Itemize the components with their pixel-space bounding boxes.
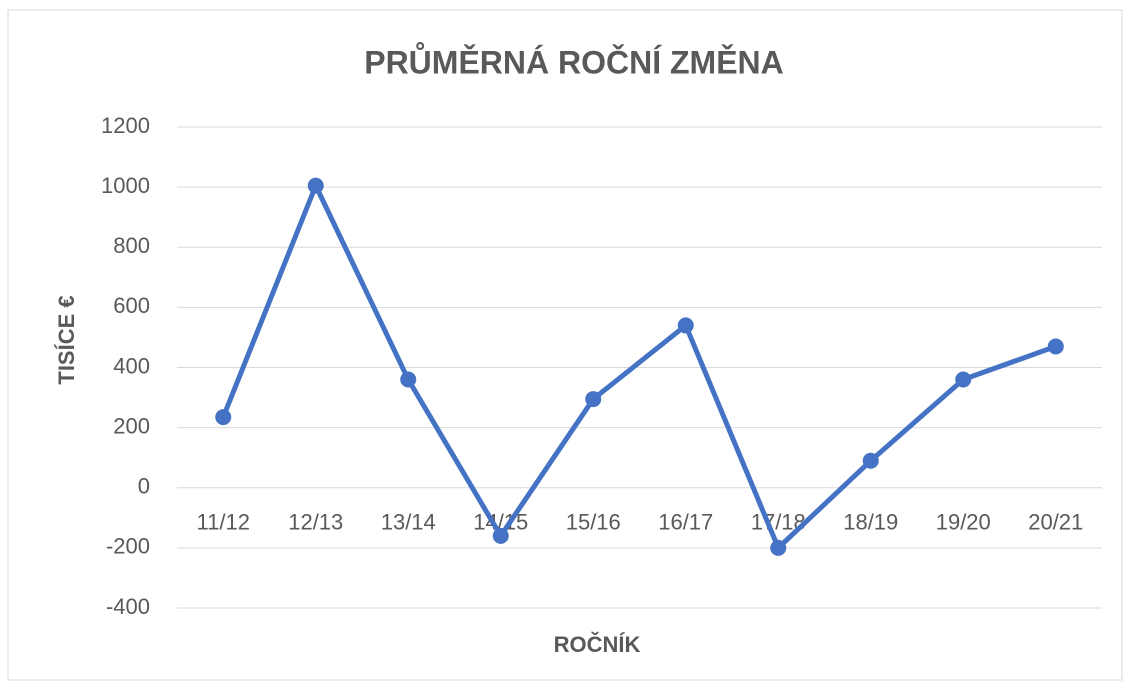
x-tick-label: 11/12 xyxy=(197,510,250,535)
x-tick-label: 20/21 xyxy=(1028,510,1083,535)
y-tick-label: -200 xyxy=(106,534,150,559)
data-point xyxy=(492,527,509,544)
x-tick-label: 16/17 xyxy=(658,510,713,535)
y-tick-label: 1200 xyxy=(101,113,150,138)
y-tick-label: 600 xyxy=(113,293,150,318)
chart-title: PRŮMĚRNÁ ROČNÍ ZMĚNA xyxy=(364,42,784,80)
x-tick-label: 15/16 xyxy=(566,510,621,535)
y-tick-label: 0 xyxy=(138,474,150,499)
y-tick-label: -400 xyxy=(106,594,150,619)
x-tick-label: 18/19 xyxy=(843,510,898,535)
x-tick-label: 12/13 xyxy=(288,510,343,535)
data-point xyxy=(862,452,879,469)
y-tick-label: 1000 xyxy=(101,173,150,198)
data-point xyxy=(677,317,694,334)
data-point xyxy=(955,371,972,388)
y-tick-label: 800 xyxy=(113,233,150,258)
series-line xyxy=(220,183,1057,551)
x-tick-label: 19/20 xyxy=(936,510,991,535)
y-tick-label: 200 xyxy=(113,413,150,438)
x-tick-label: 13/14 xyxy=(381,510,436,535)
data-point xyxy=(400,371,417,388)
data-point xyxy=(770,539,787,556)
data-point xyxy=(215,409,232,426)
data-point xyxy=(1047,338,1064,355)
data-point xyxy=(585,391,602,408)
x-axis-label: ROČNÍK xyxy=(554,632,641,657)
chart-frame xyxy=(7,9,1123,681)
y-tick-label: 400 xyxy=(113,353,150,378)
data-point xyxy=(307,177,324,194)
y-axis-label: TISÍCE € xyxy=(54,295,79,384)
